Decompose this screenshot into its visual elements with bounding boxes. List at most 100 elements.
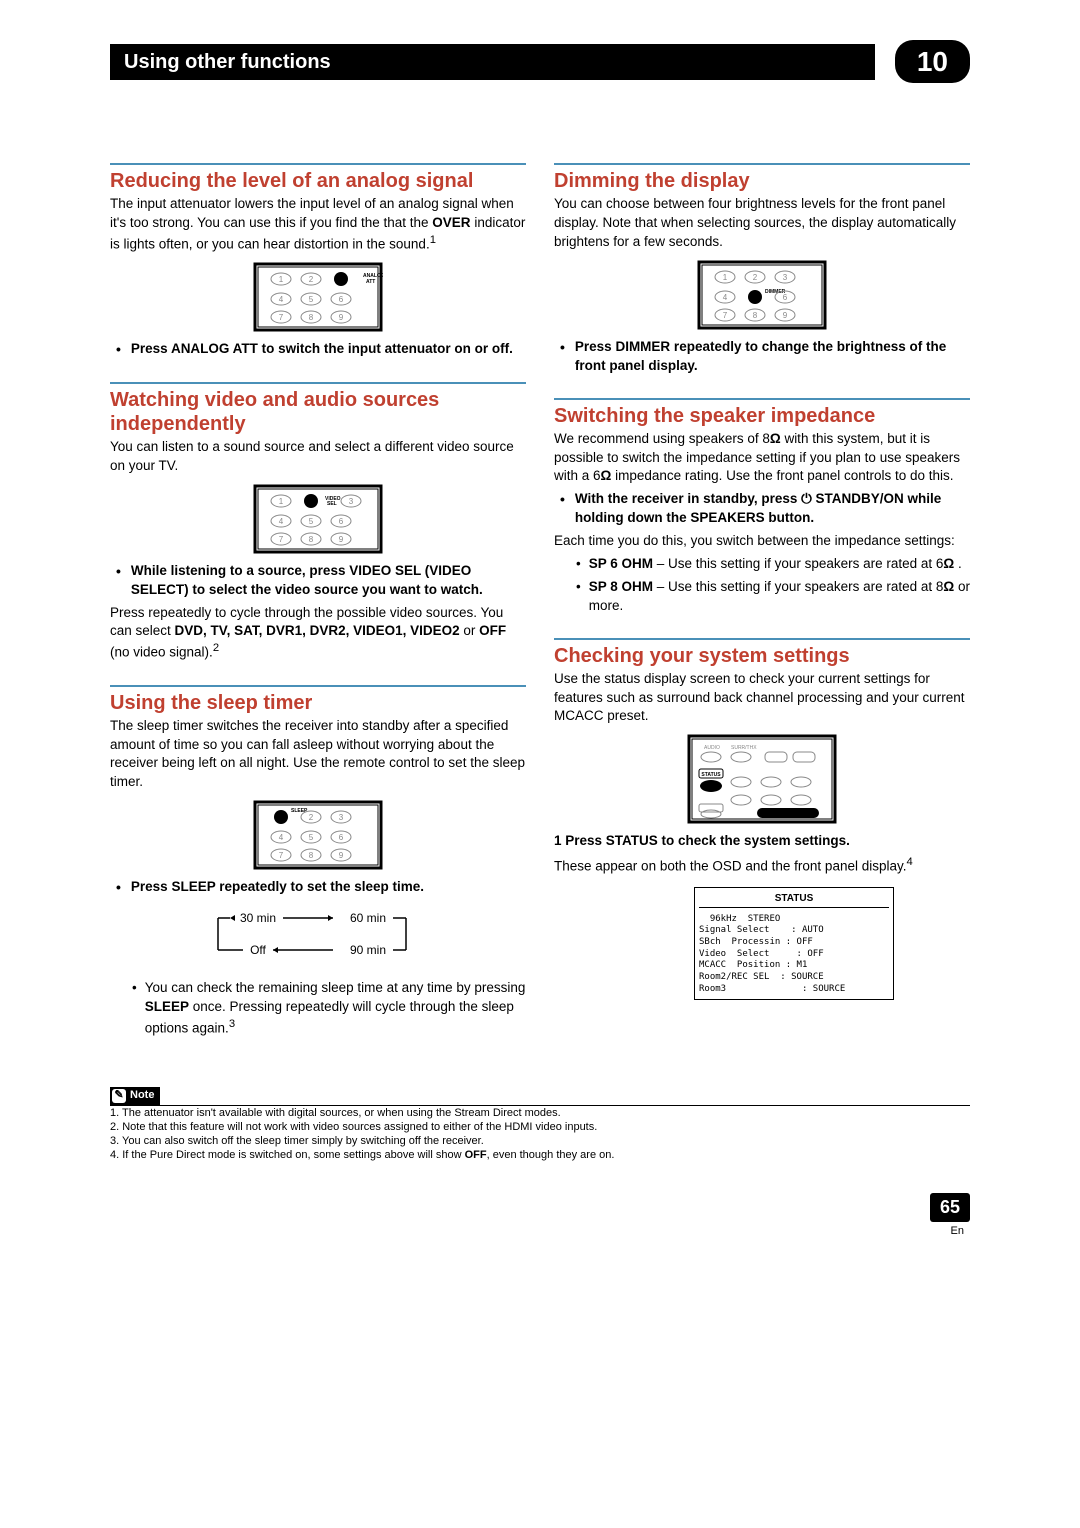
svg-text:6: 6 (339, 833, 344, 842)
heading-watching: Watching video and audio sources indepen… (110, 388, 526, 436)
page-header: Using other functions 10 (110, 40, 970, 83)
footnote-ref-4: 4 (906, 856, 912, 868)
section-watching: Watching video and audio sources indepen… (110, 382, 526, 663)
remote-diagram-dimmer: 1 2 3 4 DIMMER 6 7 8 9 (554, 260, 970, 330)
status-line: MCACC Position : M1 (699, 960, 889, 972)
sleep-cycle-diagram: 30 min 60 min Off 90 min (110, 908, 526, 969)
remote-diagram-sleep: SLEEP 2 3 4 5 6 7 8 9 (110, 800, 526, 870)
svg-text:AUDIO: AUDIO (704, 745, 720, 751)
status-line: 96kHz STEREO (699, 914, 889, 926)
section-sleep: Using the sleep timer The sleep timer sw… (110, 685, 526, 1039)
left-column: Reducing the level of an analog signal T… (110, 163, 526, 1060)
svg-text:5: 5 (309, 833, 314, 842)
svg-text:8: 8 (753, 311, 758, 320)
svg-text:1: 1 (279, 497, 284, 506)
svg-text:30 min: 30 min (240, 911, 276, 925)
svg-text:8: 8 (309, 851, 314, 860)
svg-text:SEL: SEL (327, 501, 337, 507)
section-reducing-analog: Reducing the level of an analog signal T… (110, 163, 526, 360)
svg-text:3: 3 (339, 813, 344, 822)
footnote-ref-1: 1 (430, 234, 436, 246)
para: We recommend using speakers of 8Ω with t… (554, 430, 970, 487)
para: Each time you do this, you switch betwee… (554, 532, 970, 551)
step-1: 1 Press STATUS to check the system setti… (554, 832, 970, 851)
para: The input attenuator lowers the input le… (110, 195, 526, 254)
bullet: • While listening to a source, press VID… (110, 562, 526, 600)
svg-text:7: 7 (279, 535, 284, 544)
sub-bullet: • You can check the remaining sleep time… (132, 979, 526, 1038)
svg-text:4: 4 (723, 293, 728, 302)
heading-checking: Checking your system settings (554, 644, 970, 668)
svg-text:8: 8 (309, 313, 314, 322)
status-line: Signal Select : AUTO (699, 925, 889, 937)
notes-section: ✎ Note 1. The attenuator isn't available… (110, 1084, 970, 1163)
svg-text:7: 7 (279, 313, 284, 322)
svg-text:60 min: 60 min (350, 911, 386, 925)
status-osd-box: STATUS 96kHz STEREO Signal Select : AUTO… (694, 887, 894, 1001)
right-column: Dimming the display You can choose betwe… (554, 163, 970, 1060)
section-impedance: Switching the speaker impedance We recom… (554, 398, 970, 616)
remote-diagram-video: 1 VIDEOSEL 3 4 5 6 7 8 9 (110, 484, 526, 554)
svg-text:Off: Off (250, 943, 266, 957)
svg-text:1: 1 (723, 273, 728, 282)
para: You can listen to a sound source and sel… (110, 438, 526, 476)
svg-text:4: 4 (279, 295, 284, 304)
section-dimming: Dimming the display You can choose betwe… (554, 163, 970, 375)
svg-text:2: 2 (309, 813, 314, 822)
heading-sleep: Using the sleep timer (110, 691, 526, 715)
status-line: Room2/REC SEL : SOURCE (699, 972, 889, 984)
sub-bullet-sp8: • SP 8 OHM – Use this setting if your sp… (576, 578, 970, 616)
note-icon: ✎ (112, 1089, 126, 1103)
svg-text:90 min: 90 min (350, 943, 386, 957)
svg-text:6: 6 (783, 293, 788, 302)
status-line: SBch Processin : OFF (699, 937, 889, 949)
status-line: Video Select : OFF (699, 949, 889, 961)
page-footer: 65 En (110, 1193, 970, 1240)
svg-text:SLEEP: SLEEP (291, 808, 308, 814)
heading-dimming: Dimming the display (554, 169, 970, 193)
svg-text:STATUS: STATUS (701, 772, 721, 778)
svg-text:2: 2 (309, 275, 314, 284)
chapter-number: 10 (895, 40, 970, 83)
svg-text:SURR/THX: SURR/THX (731, 745, 757, 751)
bullet: • With the receiver in standby, press ⏻ … (554, 490, 970, 528)
svg-text:5: 5 (309, 517, 314, 526)
remote-diagram-status: AUDIO SURR/THX STATUS (554, 734, 970, 824)
para: Press repeatedly to cycle through the po… (110, 604, 526, 663)
svg-text:9: 9 (339, 313, 344, 322)
status-title: STATUS (699, 892, 889, 908)
svg-text:3: 3 (783, 273, 788, 282)
svg-text:9: 9 (339, 535, 344, 544)
note-4: 4. If the Pure Direct mode is switched o… (110, 1148, 970, 1162)
page-language: En (110, 1224, 964, 1239)
bullet: • Press DIMMER repeatedly to change the … (554, 338, 970, 376)
sub-bullet-sp6: • SP 6 OHM – Use this setting if your sp… (576, 555, 970, 574)
para: You can choose between four brightness l… (554, 195, 970, 252)
svg-text:5: 5 (309, 295, 314, 304)
svg-text:7: 7 (723, 311, 728, 320)
svg-text:9: 9 (783, 311, 788, 320)
note-badge: ✎ Note (110, 1087, 160, 1104)
para: These appear on both the OSD and the fro… (554, 855, 970, 876)
remote-diagram-analog: 1 2 ANALOGATT 4 5 6 7 8 9 (110, 262, 526, 332)
svg-text:ATT: ATT (366, 279, 375, 285)
bullet: • Press ANALOG ATT to switch the input a… (110, 340, 526, 360)
svg-text:4: 4 (279, 833, 284, 842)
heading-impedance: Switching the speaker impedance (554, 404, 970, 428)
header-title: Using other functions (110, 44, 875, 80)
svg-text:4: 4 (279, 517, 284, 526)
svg-text:7: 7 (279, 851, 284, 860)
svg-text:2: 2 (753, 273, 758, 282)
svg-text:6: 6 (339, 295, 344, 304)
footnote-ref-3: 3 (229, 1018, 235, 1030)
svg-text:6: 6 (339, 517, 344, 526)
svg-text:3: 3 (349, 497, 354, 506)
bullet: • Press SLEEP repeatedly to set the slee… (110, 878, 526, 898)
para: Use the status display screen to check y… (554, 670, 970, 727)
note-1: 1. The attenuator isn't available with d… (110, 1106, 970, 1120)
page-number: 65 (930, 1193, 970, 1222)
section-checking: Checking your system settings Use the st… (554, 638, 970, 1001)
svg-text:8: 8 (309, 535, 314, 544)
status-line: Room3 : SOURCE (699, 984, 889, 996)
heading-reducing: Reducing the level of an analog signal (110, 169, 526, 193)
